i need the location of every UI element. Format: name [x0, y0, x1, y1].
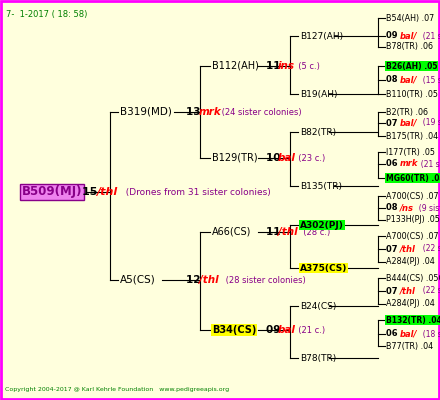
Text: B132(TR) .04: B132(TR) .04	[386, 316, 440, 324]
Text: 07: 07	[386, 118, 400, 128]
Text: 11: 11	[266, 61, 284, 71]
Text: /thl: /thl	[96, 187, 117, 197]
Text: bal/: bal/	[400, 118, 418, 128]
Text: (21 sister colonies): (21 sister colonies)	[418, 32, 440, 40]
Text: A5(CS): A5(CS)	[120, 275, 156, 285]
Text: 09: 09	[386, 32, 400, 40]
Text: 11: 11	[266, 227, 284, 237]
Text: bal: bal	[278, 153, 296, 163]
Text: 10: 10	[266, 153, 284, 163]
Text: B175(TR) .04: B175(TR) .04	[386, 132, 438, 140]
Text: B19(AH): B19(AH)	[300, 90, 337, 98]
Text: 15: 15	[82, 187, 101, 197]
Text: A66(CS): A66(CS)	[212, 227, 251, 237]
Text: (9 sister colonies): (9 sister colonies)	[414, 204, 440, 212]
Text: bal: bal	[278, 325, 296, 335]
Text: 07: 07	[386, 286, 400, 296]
Text: mrk: mrk	[199, 107, 222, 117]
Text: A302(PJ): A302(PJ)	[300, 220, 344, 230]
Text: 06: 06	[386, 330, 400, 338]
Text: B135(TR): B135(TR)	[300, 182, 342, 190]
Text: bal/: bal/	[400, 76, 418, 84]
Text: bal/: bal/	[400, 32, 418, 40]
Text: (5 c.): (5 c.)	[293, 62, 320, 70]
Text: /thl: /thl	[400, 244, 416, 254]
Text: (Drones from 31 sister colonies): (Drones from 31 sister colonies)	[120, 188, 271, 196]
Text: B82(TR): B82(TR)	[300, 128, 336, 136]
Text: (18 sister colonies): (18 sister colonies)	[418, 330, 440, 338]
Text: (19 sister colonies): (19 sister colonies)	[418, 118, 440, 128]
Text: (21 sister colonies): (21 sister colonies)	[417, 160, 440, 168]
Text: (23 c.): (23 c.)	[293, 154, 325, 162]
Text: A700(CS) .07: A700(CS) .07	[386, 192, 439, 200]
Text: B444(CS) .05G14: B444(CS) .05G14	[386, 274, 440, 282]
Text: A284(PJ) .04: A284(PJ) .04	[386, 258, 435, 266]
Text: I177(TR) .05: I177(TR) .05	[386, 148, 435, 156]
Text: (21 c.): (21 c.)	[293, 326, 325, 334]
Text: 08: 08	[386, 76, 400, 84]
Text: ins: ins	[278, 61, 295, 71]
Text: /thl: /thl	[278, 227, 297, 237]
Text: B78(TR): B78(TR)	[300, 354, 336, 362]
Text: 13: 13	[186, 107, 204, 117]
Text: B77(TR) .04: B77(TR) .04	[386, 342, 433, 350]
Text: B127(AH): B127(AH)	[300, 32, 343, 40]
Text: A700(CS) .07: A700(CS) .07	[386, 232, 439, 240]
Text: /thl: /thl	[400, 286, 416, 296]
Text: 08: 08	[386, 204, 400, 212]
Text: /thl: /thl	[199, 275, 219, 285]
Text: B509(MJ): B509(MJ)	[22, 186, 83, 198]
Text: 09: 09	[266, 325, 284, 335]
Text: 07: 07	[386, 244, 400, 254]
Text: /ns: /ns	[400, 204, 414, 212]
Text: B54(AH) .07: B54(AH) .07	[386, 14, 434, 22]
Text: (24 sister colonies): (24 sister colonies)	[219, 108, 302, 116]
Text: B319(MD): B319(MD)	[120, 107, 172, 117]
Text: B78(TR) .06: B78(TR) .06	[386, 42, 433, 52]
Text: 7-  1-2017 ( 18: 58): 7- 1-2017 ( 18: 58)	[6, 10, 88, 19]
Text: bal/: bal/	[400, 330, 418, 338]
Text: (22 sister colonies): (22 sister colonies)	[418, 286, 440, 296]
Text: (28 c.): (28 c.)	[298, 228, 330, 236]
Text: MG60(TR) .04: MG60(TR) .04	[386, 174, 440, 182]
Text: A375(CS): A375(CS)	[300, 264, 347, 272]
Text: (15 sister colonies): (15 sister colonies)	[418, 76, 440, 84]
Text: B129(TR): B129(TR)	[212, 153, 258, 163]
Text: (22 sister colonies): (22 sister colonies)	[418, 244, 440, 254]
Text: B24(CS): B24(CS)	[300, 302, 336, 310]
Text: B34(CS): B34(CS)	[212, 325, 257, 335]
Text: Copyright 2004-2017 @ Karl Kehrle Foundation   www.pedigreeapis.org: Copyright 2004-2017 @ Karl Kehrle Founda…	[5, 388, 229, 392]
Text: 06: 06	[386, 160, 400, 168]
Text: (28 sister colonies): (28 sister colonies)	[223, 276, 306, 284]
Text: B26(AH) .05: B26(AH) .05	[386, 62, 437, 70]
Text: B112(AH): B112(AH)	[212, 61, 259, 71]
Text: A284(PJ) .04: A284(PJ) .04	[386, 300, 435, 308]
Text: B110(TR) .05: B110(TR) .05	[386, 90, 438, 98]
Text: 12: 12	[186, 275, 204, 285]
Text: P133H(PJ) .053: P133H(PJ) .053	[386, 216, 440, 224]
Text: mrk: mrk	[400, 160, 418, 168]
Text: B2(TR) .06: B2(TR) .06	[386, 108, 428, 116]
